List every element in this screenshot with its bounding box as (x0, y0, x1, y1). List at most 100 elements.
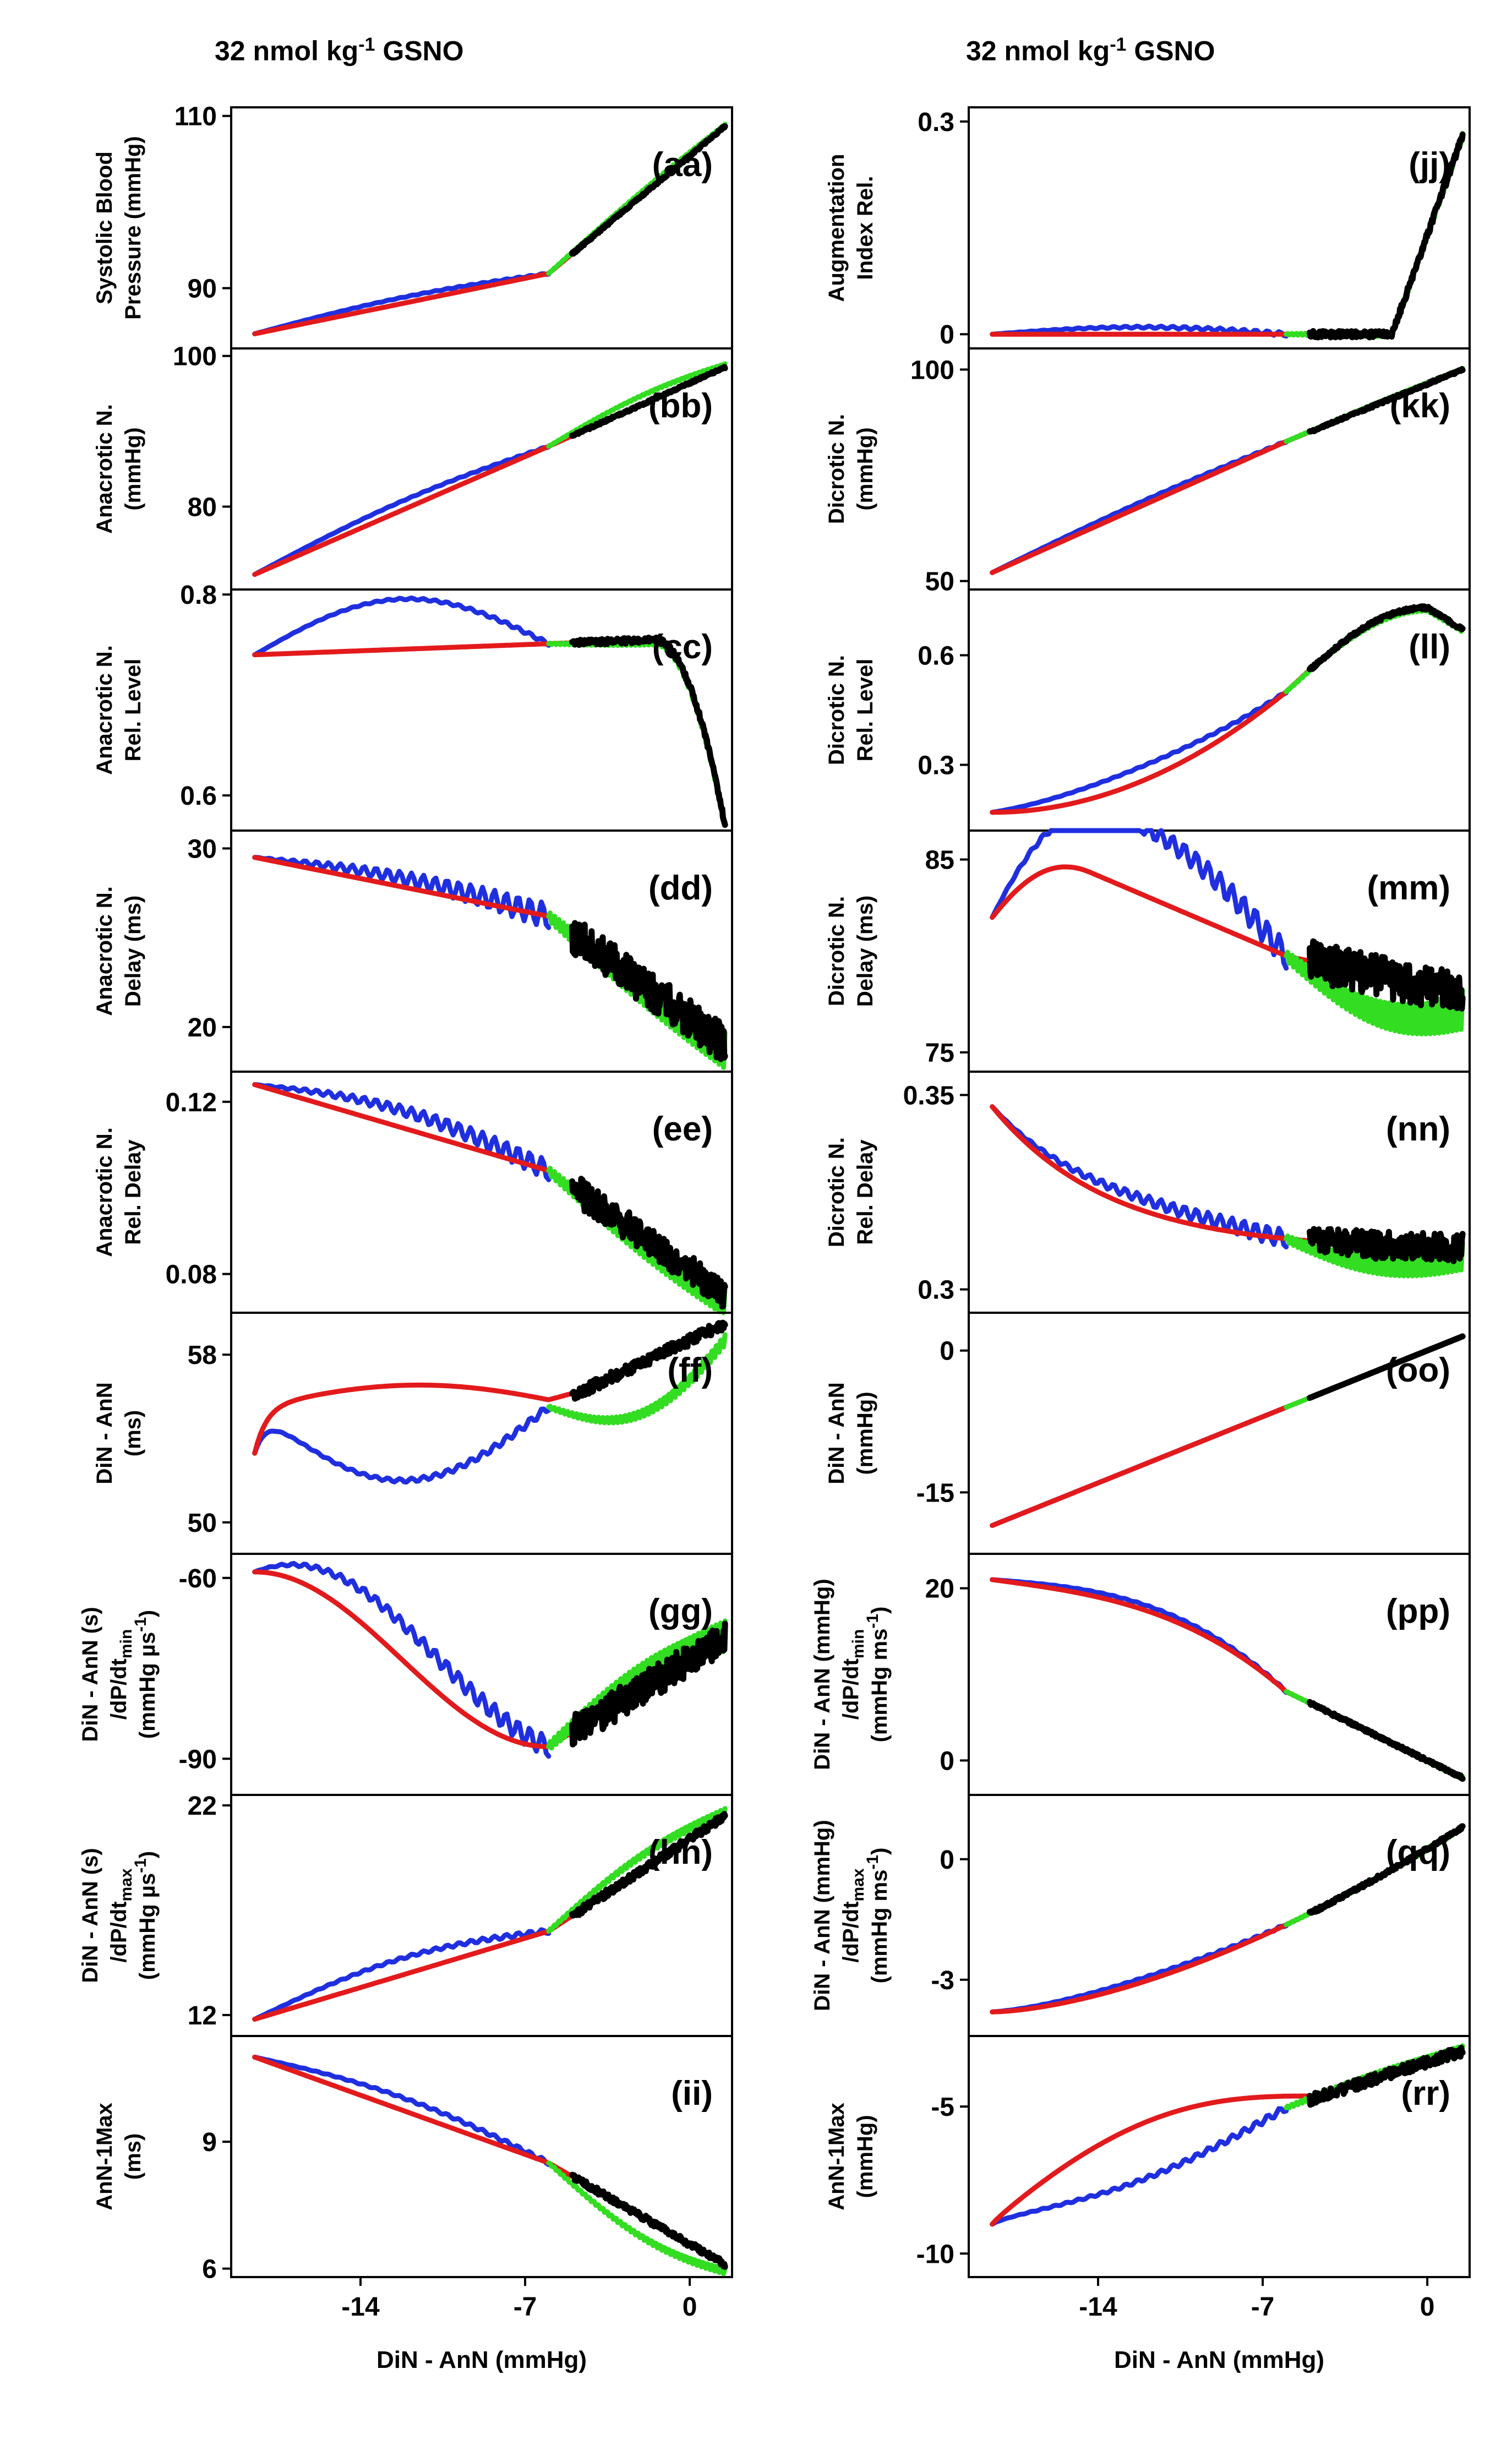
y-axis-label-line: DiN - AnN (92, 1382, 117, 1484)
y-tick-label: 0 (940, 1337, 954, 1366)
y-tick-label: 0 (940, 1846, 954, 1875)
series-red (990, 1104, 1324, 1244)
panel-frame (968, 1794, 1471, 2037)
y-axis-label-line: AnN-1Max (825, 2103, 849, 2210)
series-red (252, 2054, 587, 2186)
y-axis-label: Dicrotic N. Delay (ms) (825, 896, 877, 1007)
series-red (252, 640, 587, 658)
y-axis-label: DiN - AnN (mmHg)/dP/dtmin​(mmHg ms-1​) (810, 1579, 892, 1770)
y-tick-label: 100 (910, 356, 954, 385)
y-axis-label-line: Anacrotic N. (92, 1127, 117, 1257)
column-header-right: 32 nmol kg-1 GSNO (966, 34, 1215, 67)
panel-label: (aa) (652, 146, 713, 184)
y-tick-label: -10 (916, 2240, 954, 2269)
y-axis-label-line: Dicrotic N. (825, 1137, 849, 1247)
series-red (252, 1382, 587, 1456)
y-axis-label-line: Rel. Level (853, 659, 877, 762)
panel-label: (oo) (1386, 1351, 1450, 1389)
y-tick-label: 75 (925, 1039, 954, 1068)
y-axis-label-line: DiN - AnN (s) (78, 1607, 102, 1742)
y-tick-label: -5 (931, 2093, 954, 2122)
series-red (990, 2093, 1324, 2227)
y-axis-label-line: Rel. Level (121, 659, 145, 762)
series-blue (990, 1923, 1289, 2015)
series-black (1307, 366, 1466, 435)
series-blue (252, 1927, 552, 2022)
y-tick-label: 85 (925, 846, 954, 875)
y-axis-label-line: Anacrotic N. (92, 886, 117, 1016)
y-axis-label-line: DiN - AnN (s) (78, 1848, 102, 1983)
series-blue (990, 828, 1289, 971)
series-black (1307, 1333, 1466, 1401)
panel-qq: 0 -3 (qq) DiN - AnN (mmHg)/dP/dtmax​(mmHg m… (810, 1794, 1471, 2037)
series-red (990, 1904, 1324, 2015)
y-axis-label-line: Delay (ms) (853, 896, 877, 1007)
y-axis-label-line: DiN - AnN (mmHg) (810, 1579, 834, 1770)
series-black (1307, 1823, 1466, 1916)
series-blue (252, 855, 552, 930)
panel-frame (230, 1071, 733, 1314)
y-tick-label: 0.3 (918, 1276, 954, 1305)
series-blue (990, 2106, 1289, 2227)
panel-rr: -5 -10 -14 -7 0 DiN - AnN (mmHg) (rr) AnN-1Max(… (825, 2035, 1471, 2373)
y-tick-label: -3 (931, 1966, 954, 1995)
series-red (252, 1906, 587, 2022)
y-tick-label: -15 (916, 1478, 954, 1508)
series-black (1307, 1699, 1466, 1782)
panel-label: (bb) (648, 387, 713, 425)
series-blue (252, 1406, 552, 1485)
panel-label: (qq) (1386, 1833, 1450, 1871)
panel-hh: 12 22 (hh) DiN - AnN (s)/dP/dtmax​(mmHg µs-… (78, 1792, 733, 2037)
series-red (990, 657, 1324, 815)
panel-label: (mm) (1367, 869, 1450, 907)
series-red (252, 855, 587, 945)
panel-label: (dd) (648, 869, 713, 907)
y-axis-label-line: DiN - AnN (825, 1382, 849, 1484)
y-tick-label: 110 (174, 102, 217, 132)
y-axis-label-line: Rel. Delay (853, 1139, 877, 1245)
y-axis-label-line: (mmHg) (853, 427, 877, 510)
y-tick-label: 9 (202, 2128, 217, 2157)
panel-frame (230, 1794, 733, 2037)
series-blue (990, 690, 1289, 815)
panel-ii: 6 9 -14 -7 0 DiN - AnN (mmHg) (ii) AnN-1Max (ms) (92, 2035, 733, 2373)
y-axis-label: DiN - AnN (s)/dP/dtmin​(mmHg µs-1​) (78, 1607, 160, 1742)
series-blue (990, 1104, 1289, 1249)
panel-label: (ii) (671, 2075, 713, 2113)
y-tick-label: 100 (173, 342, 217, 372)
y-axis-label: Anacrotic N. Rel. Level (92, 645, 145, 775)
panel-label: (pp) (1386, 1592, 1450, 1630)
y-axis-label-line: Systolic Blood (92, 151, 117, 304)
panel-label: (ff) (667, 1351, 713, 1389)
y-tick-label: 20 (925, 1575, 954, 1604)
y-tick-label: 50 (925, 567, 954, 597)
y-axis-label-line: Augmentation (825, 154, 849, 302)
x-tick-label: 0 (1420, 2292, 1435, 2322)
y-tick-label: 0 (940, 1746, 954, 1776)
series-red (252, 1569, 587, 1749)
panel-label: (cc) (652, 628, 713, 666)
panel-gg: -60 -90 (gg) DiN - AnN (s)/dP/dtmin​(mmHg µ… (78, 1553, 733, 1796)
series-black (569, 1176, 728, 1310)
x-tick-label: -14 (341, 2292, 380, 2322)
y-axis-label: Dicrotic N. Rel. Delay (825, 1137, 877, 1247)
series-black (569, 1319, 728, 1402)
panel-bb: 80 100 (bb) Anacrotic N. (mmHg) (92, 342, 733, 591)
y-axis-label-line: (ms) (121, 2133, 145, 2180)
panel-pp: 20 0 (pp) DiN - AnN (mmHg)/dP/dtmin​(mmHg m… (810, 1553, 1471, 1796)
series-black (1307, 2044, 1466, 2108)
panel-label: (gg) (648, 1592, 713, 1630)
y-axis-label-line: Index Rel. (853, 176, 877, 280)
series-red (990, 864, 1324, 967)
y-axis-label: Dicrotic N. (mmHg) (825, 414, 877, 524)
y-axis-label-line: (mmHg ms-1​) (864, 1607, 892, 1743)
y-tick-label: 0.8 (180, 581, 217, 610)
y-tick-label: 0.08 (166, 1260, 217, 1290)
x-axis-label: DiN - AnN (mmHg) (1114, 2346, 1324, 2373)
panel-dd: 20 30 (dd) Anacrotic N. Delay (ms) (92, 829, 733, 1073)
y-axis-label-line: (mmHg ms-1​) (864, 1848, 892, 1984)
y-axis-label-line: /dP/dtmax​ (107, 1868, 135, 1962)
series-black (1307, 1226, 1466, 1264)
y-axis-label: Dicrotic N. Rel. Level (825, 655, 877, 765)
y-tick-label: 30 (188, 834, 217, 864)
